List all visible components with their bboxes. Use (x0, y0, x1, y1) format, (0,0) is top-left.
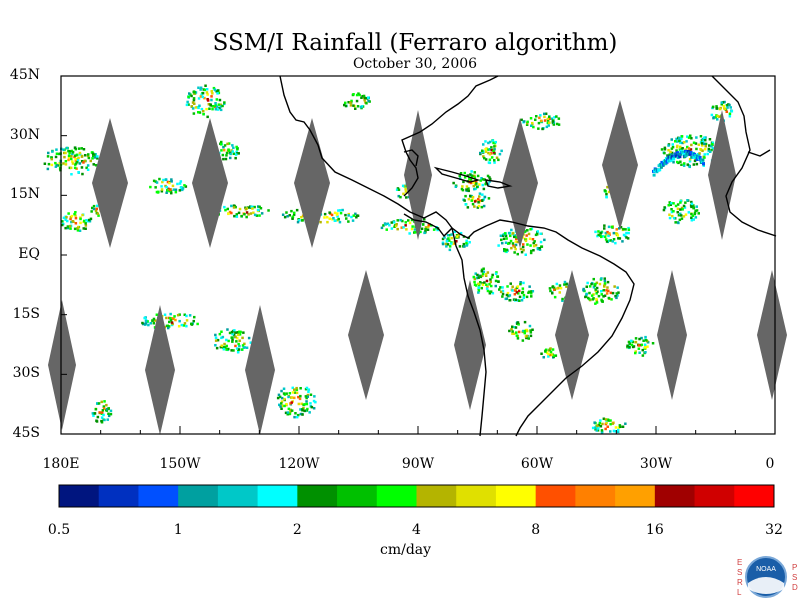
logo-center-text: NOAA (756, 566, 776, 573)
colorbar-tick-label: 0.5 (47, 522, 71, 538)
logo-letter: R (737, 578, 743, 587)
colorbar-swatch (535, 485, 576, 507)
colorbar-swatch (98, 485, 139, 507)
colorbar-swatch (456, 485, 497, 507)
logo-letter: D (792, 583, 798, 592)
esrl-psd-logo: NOAA (736, 555, 796, 600)
longitude-label: 90W (401, 456, 435, 472)
colorbar-swatch (575, 485, 616, 507)
colorbar-swatch (297, 485, 338, 507)
colorbar-swatch (178, 485, 219, 507)
longitude-label: 0 (765, 456, 775, 472)
colorbar-swatch (654, 485, 696, 507)
swath-gap (348, 270, 384, 400)
latitude-label: 15S (12, 305, 40, 322)
colorbar-swatch (376, 485, 417, 507)
longitude-label: 120W (278, 456, 320, 472)
colorbar-swatch (416, 485, 457, 507)
longitude-label: 180E (42, 456, 80, 472)
swath-gap (245, 305, 275, 435)
latitude-label: EQ (18, 246, 40, 262)
swath-gap (192, 118, 228, 248)
swath-gap (657, 270, 687, 400)
colorbar-swatch (59, 485, 100, 507)
swath-gap (454, 280, 486, 410)
logo-letter: P (792, 563, 798, 572)
colorbar-tick-label: 1 (173, 522, 183, 538)
longitude-label: 60W (520, 456, 554, 472)
swath-gaps (48, 100, 787, 435)
coastlines (279, 75, 777, 437)
colorbar-swatch (615, 485, 656, 507)
map-date: October 30, 2006 (352, 56, 478, 72)
map-title: SSM/I Rainfall (Ferraro algorithm) (212, 30, 618, 56)
colorbar-tick-label: 2 (292, 522, 302, 538)
longitude-label: 30W (639, 456, 673, 472)
colorbar-tick-label: 4 (412, 522, 421, 538)
swath-gap (757, 270, 787, 400)
logo-letter: L (737, 588, 742, 597)
latitude-label: 45S (12, 425, 40, 441)
latitude-label: 15N (9, 186, 40, 203)
colorbar-swatch (734, 485, 775, 507)
logo-letter: S (792, 573, 798, 582)
colorbar-swatch (495, 485, 537, 507)
colorbar-swatch (337, 485, 378, 507)
swath-gap (48, 300, 76, 430)
colorbar-swatch (257, 485, 298, 507)
colorbar (58, 484, 775, 508)
colorbar-tick-label: 16 (645, 522, 664, 538)
latitude-label: 30S (12, 365, 40, 382)
swath-gap (602, 100, 638, 230)
swath-gap (145, 305, 175, 435)
latitude-label: 30N (9, 126, 40, 143)
colorbar-swatch (694, 485, 735, 507)
colorbar-swatch (217, 485, 259, 507)
logo-letter: S (737, 568, 743, 577)
colorbar-tick-label: 32 (765, 522, 783, 538)
swath-gap (502, 118, 538, 248)
logo-letter: E (737, 558, 743, 567)
latitude-label: 45N (9, 67, 40, 83)
swath-gap (708, 110, 736, 240)
colorbar-units: cm/day (380, 542, 432, 558)
colorbar-tick-label: 8 (531, 522, 541, 538)
colorbar-swatch (138, 485, 179, 507)
longitude-label: 150W (159, 456, 201, 472)
swath-gap (294, 118, 330, 248)
swath-gap (92, 118, 128, 248)
